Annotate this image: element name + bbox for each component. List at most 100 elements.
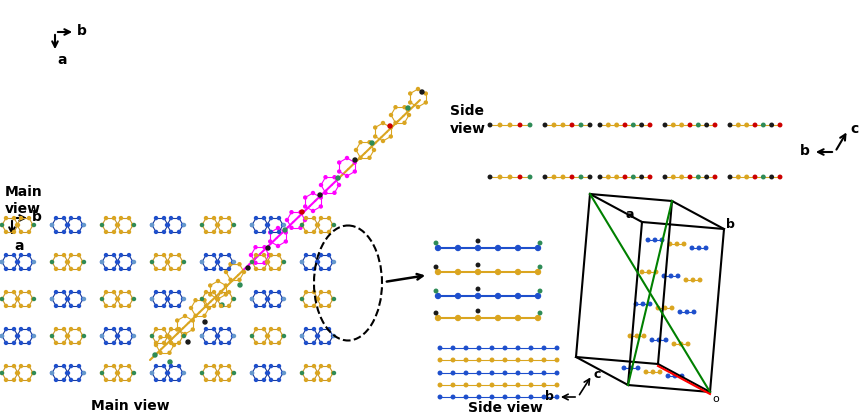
Circle shape [228, 291, 230, 294]
Circle shape [4, 328, 8, 331]
Circle shape [16, 260, 18, 263]
Circle shape [283, 228, 287, 232]
Circle shape [100, 334, 104, 338]
Circle shape [212, 304, 216, 307]
Circle shape [62, 341, 66, 344]
Circle shape [680, 175, 683, 179]
Circle shape [277, 328, 281, 331]
Circle shape [516, 395, 520, 399]
Circle shape [183, 297, 185, 300]
Circle shape [201, 223, 204, 226]
Circle shape [20, 365, 23, 368]
Circle shape [16, 297, 18, 300]
Circle shape [33, 260, 36, 263]
Circle shape [77, 328, 81, 331]
Circle shape [284, 240, 288, 243]
Circle shape [464, 358, 468, 362]
Circle shape [255, 254, 257, 257]
Circle shape [304, 196, 307, 199]
Circle shape [81, 334, 85, 338]
Circle shape [82, 372, 86, 375]
Circle shape [305, 231, 307, 234]
Circle shape [529, 371, 533, 375]
Circle shape [50, 372, 54, 375]
Circle shape [113, 328, 115, 331]
Circle shape [151, 260, 153, 263]
Circle shape [390, 126, 392, 129]
Circle shape [232, 334, 236, 338]
Circle shape [266, 334, 268, 338]
Circle shape [100, 223, 104, 226]
Circle shape [228, 217, 230, 220]
Circle shape [163, 304, 165, 307]
Circle shape [153, 353, 157, 357]
Circle shape [305, 328, 307, 331]
Circle shape [216, 279, 219, 283]
Circle shape [268, 231, 272, 234]
Circle shape [678, 310, 682, 314]
Circle shape [117, 297, 120, 300]
Circle shape [250, 223, 254, 226]
Circle shape [77, 365, 81, 368]
Circle shape [55, 231, 57, 234]
Circle shape [263, 261, 266, 264]
Circle shape [228, 231, 230, 234]
Circle shape [1, 334, 3, 338]
Circle shape [508, 123, 512, 127]
Circle shape [464, 383, 468, 387]
Circle shape [403, 106, 406, 109]
Circle shape [516, 371, 520, 375]
Circle shape [132, 372, 134, 375]
Circle shape [490, 371, 494, 375]
Circle shape [242, 270, 245, 273]
Circle shape [284, 231, 288, 234]
Circle shape [127, 304, 131, 307]
Circle shape [28, 365, 30, 368]
Circle shape [1, 260, 3, 263]
Circle shape [77, 268, 81, 270]
Circle shape [490, 395, 494, 399]
Circle shape [224, 284, 227, 287]
Circle shape [132, 297, 135, 300]
Circle shape [62, 378, 66, 381]
Circle shape [204, 341, 208, 344]
Circle shape [62, 304, 66, 307]
Circle shape [338, 170, 340, 173]
Circle shape [168, 360, 172, 364]
Circle shape [120, 217, 122, 220]
Circle shape [647, 270, 650, 274]
Circle shape [100, 260, 104, 263]
Circle shape [263, 246, 266, 249]
Circle shape [4, 217, 8, 220]
Circle shape [127, 291, 131, 294]
Circle shape [615, 123, 618, 127]
Circle shape [255, 217, 257, 220]
Circle shape [228, 341, 230, 344]
Circle shape [163, 291, 165, 294]
Circle shape [132, 334, 135, 338]
Circle shape [182, 260, 184, 263]
Text: c: c [594, 368, 601, 381]
Circle shape [320, 205, 322, 208]
Circle shape [115, 223, 119, 226]
Circle shape [282, 260, 286, 263]
Circle shape [417, 105, 419, 108]
Circle shape [779, 175, 782, 179]
Circle shape [290, 226, 293, 229]
Circle shape [269, 304, 273, 307]
Circle shape [69, 268, 73, 270]
Circle shape [316, 297, 320, 300]
Circle shape [166, 223, 170, 226]
Text: b: b [77, 24, 87, 38]
Circle shape [216, 297, 219, 300]
Circle shape [434, 289, 437, 293]
Circle shape [320, 341, 322, 344]
Circle shape [231, 372, 235, 375]
Circle shape [424, 101, 427, 104]
Circle shape [456, 315, 461, 320]
Circle shape [542, 395, 546, 399]
Circle shape [515, 315, 520, 320]
Circle shape [333, 260, 335, 263]
Circle shape [313, 304, 315, 307]
Circle shape [598, 123, 602, 127]
